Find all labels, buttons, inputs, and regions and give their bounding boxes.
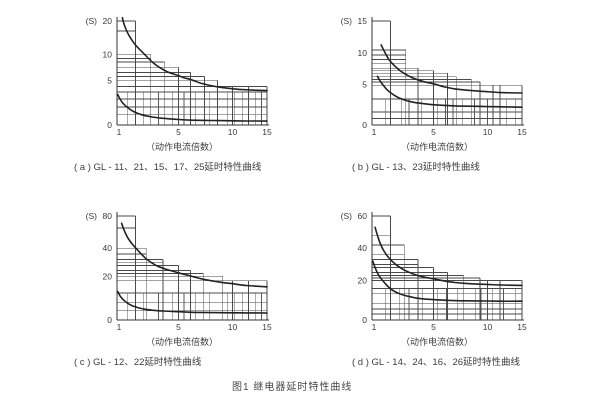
axes: [371, 17, 524, 126]
x-tick-label: 10: [483, 322, 493, 332]
lower-limit-curve: [372, 260, 523, 303]
x-tick-label: 5: [431, 127, 436, 137]
chart-d-caption: ( d ) GL - 14、24、16、26延时特性曲线: [352, 357, 521, 368]
y-unit-label: (S): [341, 16, 353, 26]
chart-panel-d: 0 20 40 60 1 5 10 15 (S) （动作电流倍数） ( d ) GL - 14、…: [313, 199, 573, 377]
axes: [116, 212, 269, 321]
x-tick-label: 5: [176, 127, 181, 137]
x-tick-label: 15: [517, 322, 527, 332]
axes: [116, 17, 269, 126]
upper-limit-curve: [120, 222, 268, 288]
upper-limit-curve: [121, 16, 268, 92]
chart-panel-c: 0 20 40 80 1 5 10 15 (S) （动作电流倍数） ( c ) GL - 12、…: [58, 199, 318, 377]
chart-panel-b: 0 5 10 15 1 5 10 15 (S) （动作电流倍数） ( b ) GL - 13、2…: [313, 4, 573, 182]
y-tick-label: 40: [358, 243, 368, 253]
y-tick-label: 5: [107, 75, 112, 85]
y-unit-label: (S): [86, 16, 98, 26]
upper-limit-curve: [374, 226, 523, 287]
y-tick-label: 15: [358, 16, 368, 26]
y-unit-label: (S): [341, 211, 353, 221]
lower-limit-curve: [376, 75, 523, 108]
y-tick-label: 20: [103, 271, 113, 281]
y-tick-label: 40: [103, 243, 113, 253]
chart-d-x-axis-title: （动作电流倍数）: [400, 337, 473, 347]
tolerance-band: [117, 215, 268, 320]
y-tick-label: 0: [362, 120, 367, 130]
curves: [117, 222, 268, 314]
y-tick-label: 0: [107, 120, 112, 130]
chart-c-caption: ( c ) GL - 12、22延时特性曲线: [74, 357, 202, 368]
x-tick-label: 10: [228, 322, 238, 332]
upper-limit-curve: [380, 44, 523, 94]
x-tick-label: 15: [262, 127, 272, 137]
minor-grid: [385, 288, 516, 320]
chart-c-x-axis-title: （动作电流倍数）: [145, 337, 218, 347]
chart-a-caption: ( a ) GL - 11、21、15、17、25延时特性曲线: [74, 162, 262, 173]
x-tick-label: 15: [517, 127, 527, 137]
y-tick-label: 0: [107, 315, 112, 325]
chart-a-x-axis-title: （动作电流倍数）: [145, 142, 218, 152]
x-tick-label: 15: [262, 322, 272, 332]
axes: [371, 212, 524, 321]
chart-b-x-axis-title: （动作电流倍数）: [400, 142, 473, 152]
y-tick-label: 5: [362, 79, 367, 89]
y-unit-label: (S): [86, 211, 98, 221]
x-tick-label: 10: [228, 127, 238, 137]
gridlines: [372, 234, 522, 320]
y-tick-label: 0: [362, 315, 367, 325]
chart-panel-a: 0 5 10 20 1 5 10 15 (S) （动作电流倍数） ( a ) GL - 11、2…: [58, 4, 318, 182]
gridlines: [117, 30, 267, 125]
y-tick-label: 80: [103, 211, 113, 221]
figure-caption: 图1 继电器延时特性曲线: [232, 382, 353, 393]
tolerance-band: [372, 215, 523, 320]
tolerance-band: [372, 20, 523, 125]
y-tick-label: 20: [103, 16, 113, 26]
x-tick-label: 10: [483, 127, 493, 137]
y-tick-label: 60: [358, 211, 368, 221]
gridlines: [117, 227, 267, 320]
y-tick-label: 20: [358, 276, 368, 286]
curves: [372, 226, 523, 303]
tolerance-band: [117, 20, 268, 125]
x-tick-label: 1: [117, 322, 122, 332]
curves: [376, 44, 523, 108]
y-tick-label: 10: [358, 48, 368, 58]
lower-limit-curve: [117, 290, 268, 314]
chart-b-caption: ( b ) GL - 13、23延时特性曲线: [352, 162, 480, 173]
x-tick-label: 5: [176, 322, 181, 332]
x-tick-label: 1: [372, 322, 377, 332]
x-tick-label: 1: [117, 127, 122, 137]
x-tick-label: 1: [372, 127, 377, 137]
x-tick-label: 5: [431, 322, 436, 332]
curves: [117, 16, 268, 122]
minor-grid: [127, 292, 262, 320]
y-tick-label: 10: [103, 49, 113, 59]
lower-limit-curve: [117, 93, 268, 122]
